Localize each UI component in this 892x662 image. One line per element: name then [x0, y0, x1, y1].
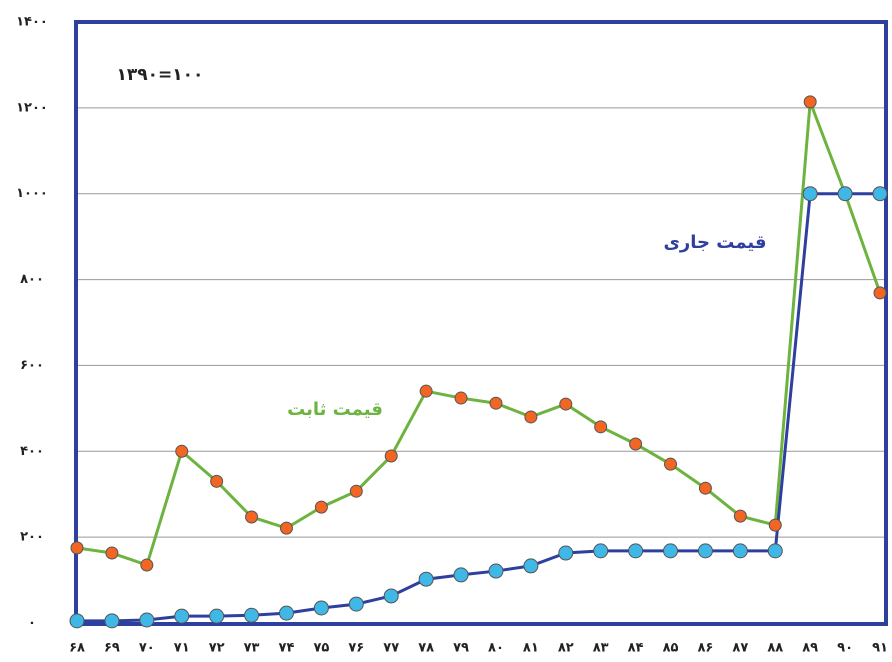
point [209, 608, 225, 624]
x-tick-label: ۷۳ [244, 641, 260, 656]
point [698, 481, 712, 495]
point [559, 397, 573, 411]
point [558, 545, 574, 561]
x-tick-label: ۹۱ [872, 641, 888, 656]
point [524, 410, 538, 424]
point [629, 437, 643, 451]
point [278, 605, 294, 621]
x-tick-label: ۷۵ [313, 641, 329, 656]
point [314, 500, 328, 514]
point [873, 286, 887, 300]
point [872, 186, 888, 202]
x-tick-label: ۸۰ [488, 641, 504, 656]
x-tick-label: ۹۰ [837, 641, 853, 656]
x-tick-label: ۷۰ [139, 641, 155, 656]
point [593, 543, 609, 559]
point [210, 474, 224, 488]
point [313, 600, 329, 616]
x-tick-label: ۷۱ [174, 641, 190, 656]
point [768, 518, 782, 532]
y-tick-label: ۱۲۰۰ [16, 100, 48, 115]
point [245, 510, 259, 524]
y-tick-label: ۴۰۰ [20, 444, 44, 459]
point [383, 588, 399, 604]
plot-frame [74, 20, 888, 626]
x-tick-label: ۸۱ [523, 641, 539, 656]
x-tick-label: ۶۸ [69, 641, 85, 656]
point [767, 543, 783, 559]
x-tick-label: ۷۲ [209, 641, 225, 656]
point [104, 613, 120, 629]
y-tick-label: ۱۴۰۰ [16, 15, 48, 30]
x-tick-label: ۸۹ [802, 641, 818, 656]
x-tick-label: ۶۹ [104, 641, 120, 656]
point [663, 543, 679, 559]
point [244, 607, 260, 623]
series-label: قیمت جاری [663, 232, 766, 253]
x-tick-label: ۷۸ [418, 641, 434, 656]
point [349, 484, 363, 498]
point [140, 558, 154, 572]
point [105, 546, 119, 560]
point [489, 396, 503, 410]
point [279, 521, 293, 535]
point [139, 612, 155, 628]
point [697, 543, 713, 559]
point [69, 613, 85, 629]
point [453, 567, 469, 583]
y-tick-label: ۸۰۰ [20, 272, 44, 287]
point [418, 571, 434, 587]
point [419, 384, 433, 398]
point [175, 444, 189, 458]
x-tick-label: ۷۶ [348, 641, 364, 656]
x-tick-label: ۸۶ [697, 641, 713, 656]
x-tick-label: ۷۹ [453, 641, 469, 656]
series-line [76, 101, 882, 567]
point [664, 457, 678, 471]
series-line [77, 192, 880, 623]
point [384, 449, 398, 463]
y-tick-label: ۶۰۰ [20, 358, 44, 373]
point [488, 563, 504, 579]
point [174, 608, 190, 624]
point [803, 95, 817, 109]
y-tick-label: ۱۰۰۰ [16, 186, 48, 201]
series-label: قیمت ثابت [287, 399, 383, 420]
point [348, 596, 364, 612]
point [454, 391, 468, 405]
x-tick-label: ۸۲ [558, 641, 574, 656]
point [733, 509, 747, 523]
point [837, 186, 853, 202]
x-tick-label: ۸۸ [767, 641, 783, 656]
point [732, 543, 748, 559]
x-tick-label: ۷۴ [279, 641, 295, 656]
x-tick-label: ۷۷ [383, 641, 399, 656]
point [628, 543, 644, 559]
point [594, 420, 608, 434]
x-tick-label: ۸۷ [732, 641, 748, 656]
x-tick-label: ۸۴ [628, 641, 644, 656]
annotation: ۱۳۹۰=۱۰۰ [117, 65, 204, 85]
point [70, 541, 84, 555]
x-tick-label: ۸۵ [663, 641, 679, 656]
y-tick-label: ۰ [28, 616, 36, 631]
y-tick-label: ۲۰۰ [20, 530, 44, 545]
x-tick-label: ۸۳ [593, 641, 609, 656]
point [802, 186, 818, 202]
point [523, 558, 539, 574]
